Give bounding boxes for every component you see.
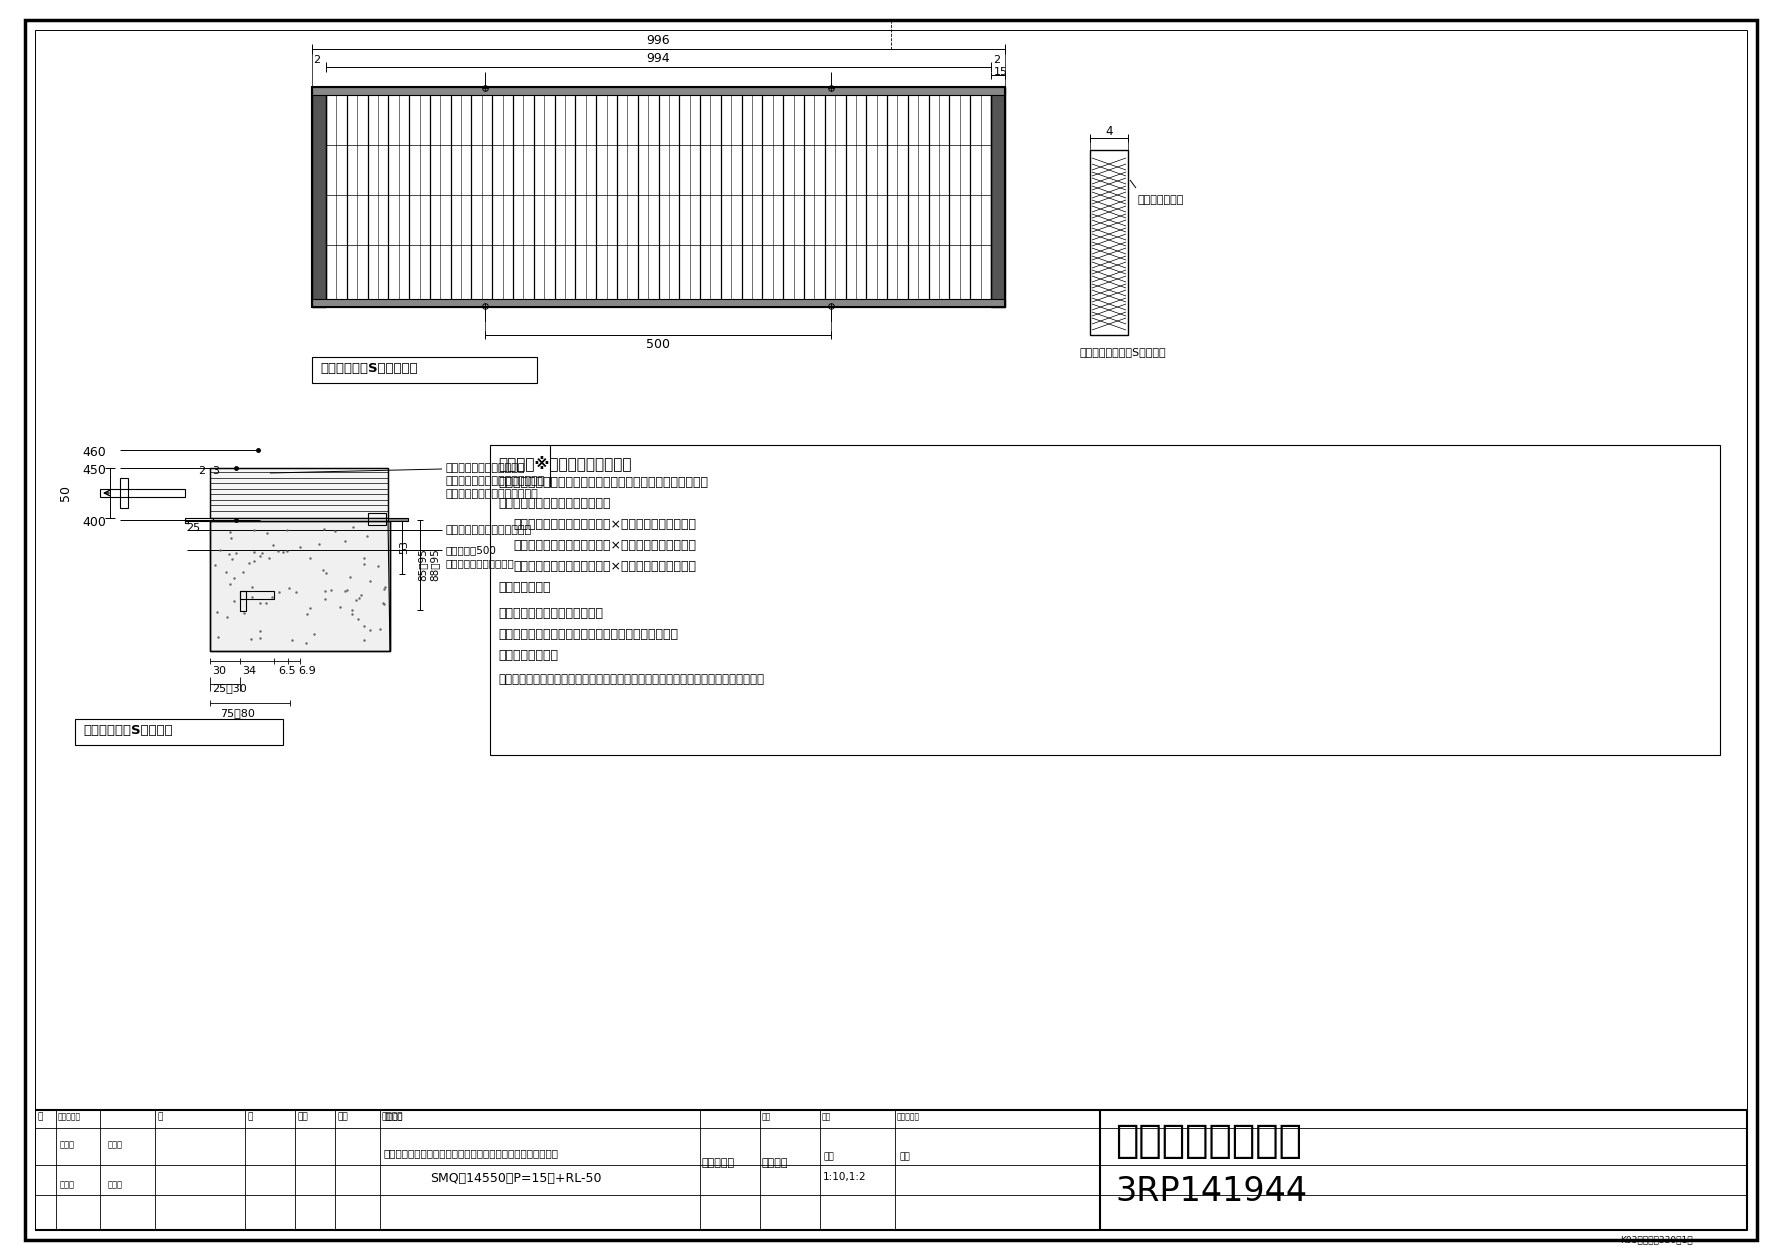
Text: 1:10,1:2: 1:10,1:2 <box>823 1172 866 1182</box>
Text: 内: 内 <box>157 1112 162 1121</box>
Text: アンカー＠500: アンカー＠500 <box>446 545 495 555</box>
Text: ・　・: ・ ・ <box>109 1180 123 1188</box>
Bar <box>210 468 388 517</box>
Text: 材質：メインバー　ＦＢ４×５０（ＳＵＳ３０４）: 材質：メインバー ＦＢ４×５０（ＳＵＳ３０４） <box>513 517 697 531</box>
Bar <box>1091 150 1128 335</box>
Text: 25: 25 <box>185 522 200 533</box>
Text: クロスバー　ＦＢ３×３０（ＳＵＳ３０４）: クロスバー ＦＢ３×３０（ＳＵＳ３０４） <box>513 539 697 551</box>
Bar <box>210 521 390 651</box>
Text: 滑り止め模様付　横断溝・側溝用: 滑り止め模様付 横断溝・側溝用 <box>446 476 544 486</box>
Text: 計: 計 <box>37 1112 43 1121</box>
Text: 製図: 製図 <box>763 1112 772 1121</box>
Bar <box>312 358 536 383</box>
Text: 検図: 検図 <box>337 1112 347 1121</box>
Text: 88～95: 88～95 <box>429 549 438 582</box>
Text: ＳＭＱ１４５５０（Ｐ＝１５）: ＳＭＱ１４５５０（Ｐ＝１５） <box>446 488 538 499</box>
Text: 53: 53 <box>399 540 410 554</box>
Text: 34: 34 <box>242 666 257 676</box>
Text: 6.9: 6.9 <box>298 666 315 676</box>
Text: 4: 4 <box>1105 125 1112 138</box>
Text: 2: 2 <box>993 55 1000 65</box>
Text: サイドバー　ＦＢ４×５０（ＳＵＳ３０４）: サイドバー ＦＢ４×５０（ＳＵＳ３０４） <box>513 560 697 573</box>
Bar <box>119 478 128 507</box>
Bar <box>991 87 1005 307</box>
Text: 図面名称: 図面名称 <box>385 1112 403 1121</box>
Bar <box>185 520 187 522</box>
Text: 年・月・日: 年・月・日 <box>59 1112 82 1121</box>
Text: 平面詳細図　S＝１：１０: 平面詳細図 S＝１：１０ <box>321 363 417 375</box>
Text: 400: 400 <box>82 516 105 529</box>
Bar <box>210 468 388 517</box>
Text: 作成年月日: 作成年月日 <box>896 1112 920 1121</box>
Text: 25～30: 25～30 <box>212 682 246 692</box>
Text: 460: 460 <box>82 446 105 460</box>
Text: 仕　様　※適用荷重：Ｔ－２０: 仕 様 ※適用荷重：Ｔ－２０ <box>497 454 631 471</box>
Bar <box>312 87 1005 307</box>
Text: 材質：ステンレス鋼板ｔ＝３．０（ＳＵＳ３０４）: 材質：ステンレス鋼板ｔ＝３．０（ＳＵＳ３０４） <box>497 628 677 641</box>
Text: 断面詳細図　S＝１：２: 断面詳細図 S＝１：２ <box>84 724 173 737</box>
Text: 酒井ひと美: 酒井ひと美 <box>702 1158 736 1168</box>
Text: ・　・: ・ ・ <box>61 1180 75 1188</box>
Text: 定尺：２０００: 定尺：２０００ <box>497 648 558 662</box>
Bar <box>185 517 214 521</box>
Text: 縮尺: 縮尺 <box>823 1152 834 1161</box>
Bar <box>210 521 390 651</box>
Text: 450: 450 <box>82 465 105 477</box>
Text: 6.5: 6.5 <box>278 666 296 676</box>
Text: ステンレス製グレーチング　滑り止め模様付　横断溝・側溝用: ステンレス製グレーチング 滑り止め模様付 横断溝・側溝用 <box>383 1148 560 1158</box>
Text: 75～80: 75～80 <box>219 708 255 718</box>
Text: 2: 2 <box>198 466 205 476</box>
Text: ・　・: ・ ・ <box>61 1139 75 1149</box>
Text: 15: 15 <box>994 67 1009 77</box>
Text: 督: 督 <box>248 1112 253 1121</box>
Bar <box>388 517 408 521</box>
Text: 994: 994 <box>647 52 670 65</box>
Text: ステンレス製受枠ＲＬ－５０: ステンレス製受枠ＲＬ－５０ <box>446 525 531 535</box>
Bar <box>75 719 283 745</box>
Bar <box>312 87 326 307</box>
Bar <box>369 512 387 525</box>
Text: 50: 50 <box>59 485 71 501</box>
Text: ・　・: ・ ・ <box>109 1139 123 1149</box>
Text: 85～95: 85～95 <box>417 549 428 582</box>
Text: K03－専用－330（1）: K03－専用－330（1） <box>1620 1235 1693 1244</box>
Text: 3RP141944: 3RP141944 <box>1116 1175 1308 1207</box>
Text: SMQ　14550（P=15）+RL-50: SMQ 14550（P=15）+RL-50 <box>429 1172 602 1185</box>
Text: 996: 996 <box>647 34 670 47</box>
Text: 図番: 図番 <box>900 1152 911 1161</box>
Text: カネソウ株式会社: カネソウ株式会社 <box>1116 1122 1303 1160</box>
Bar <box>490 444 1720 755</box>
Text: 500: 500 <box>647 337 670 351</box>
Text: 定尺：９９４: 定尺：９９４ <box>497 580 551 594</box>
Bar <box>312 298 1005 307</box>
Text: 施工場所の状況に合わせて、アンカーをプライヤー等で折り曲げてご使用ください。: 施工場所の状況に合わせて、アンカーをプライヤー等で折り曲げてご使用ください。 <box>497 674 764 686</box>
Text: ステンレス製グレーチング　滑り止め模様付　横断溝・側溝用: ステンレス製グレーチング 滑り止め模様付 横断溝・側溝用 <box>497 476 707 488</box>
Text: 3: 3 <box>212 466 219 476</box>
Text: 松崎裕一: 松崎裕一 <box>763 1158 788 1168</box>
Bar <box>241 590 246 611</box>
Bar <box>312 87 1005 94</box>
Bar <box>100 488 185 497</box>
Bar <box>241 590 274 599</box>
Text: ステンレス製グレーチング: ステンレス製グレーチング <box>446 463 524 473</box>
Text: ＳＭＱ　１４５５０（Ｐ＝１５）: ＳＭＱ １４５５０（Ｐ＝１５） <box>497 497 611 510</box>
Text: 製図: 製図 <box>298 1112 308 1121</box>
Text: 30: 30 <box>212 666 226 676</box>
Text: ｔ＝２　０（ＳＥＣＣ）: ｔ＝２ ０（ＳＥＣＣ） <box>446 558 513 568</box>
Text: 2: 2 <box>314 55 321 65</box>
Text: メインバー表面　S＝１：１: メインバー表面 S＝１：１ <box>1080 347 1167 358</box>
Text: ローレット模様: ローレット模様 <box>1139 195 1185 205</box>
Text: 検図: 検図 <box>822 1112 830 1121</box>
Text: ステンレス製受枠　ＲＬ－５０: ステンレス製受枠 ＲＬ－５０ <box>497 607 602 619</box>
Text: 工事名称: 工事名称 <box>381 1112 403 1121</box>
